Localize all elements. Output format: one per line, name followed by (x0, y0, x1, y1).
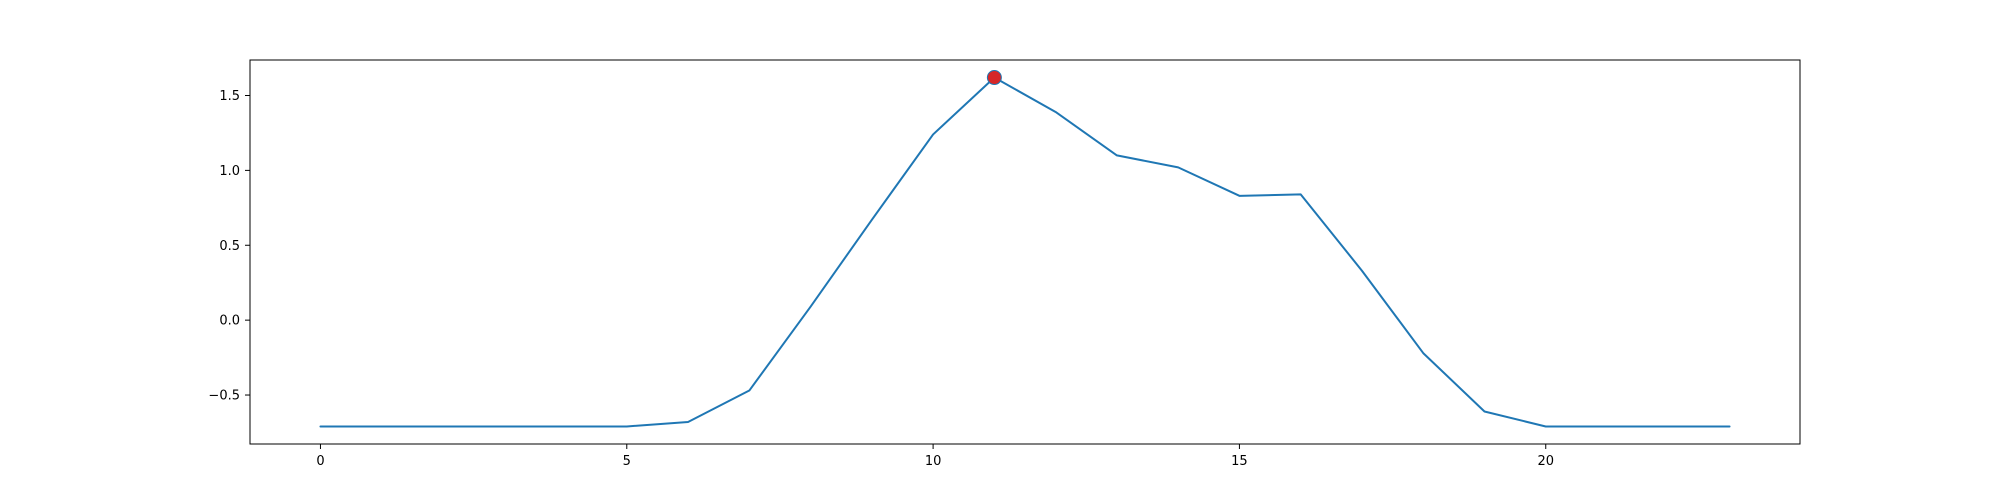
x-tick-label: 20 (1537, 454, 1554, 469)
highlight-point (986, 70, 1002, 86)
x-axis: 0 5 10 15 20 (316, 444, 1554, 469)
plot-area (319, 70, 1731, 428)
y-tick-label: 0.5 (219, 239, 240, 254)
y-tick-label: 1.0 (219, 164, 240, 179)
x-tick-label: 5 (623, 454, 631, 469)
x-tick-label: 15 (1231, 454, 1248, 469)
y-tick-label: 0.0 (219, 314, 240, 329)
x-tick-label: 0 (316, 454, 324, 469)
y-tick-label: 1.5 (219, 89, 240, 104)
axes-frame (249, 59, 1801, 445)
series-line (319, 76, 1731, 428)
y-axis: −0.5 0.0 0.5 1.0 1.5 (208, 89, 250, 404)
y-tick-label: −0.5 (208, 389, 240, 404)
x-tick-label: 10 (925, 454, 942, 469)
